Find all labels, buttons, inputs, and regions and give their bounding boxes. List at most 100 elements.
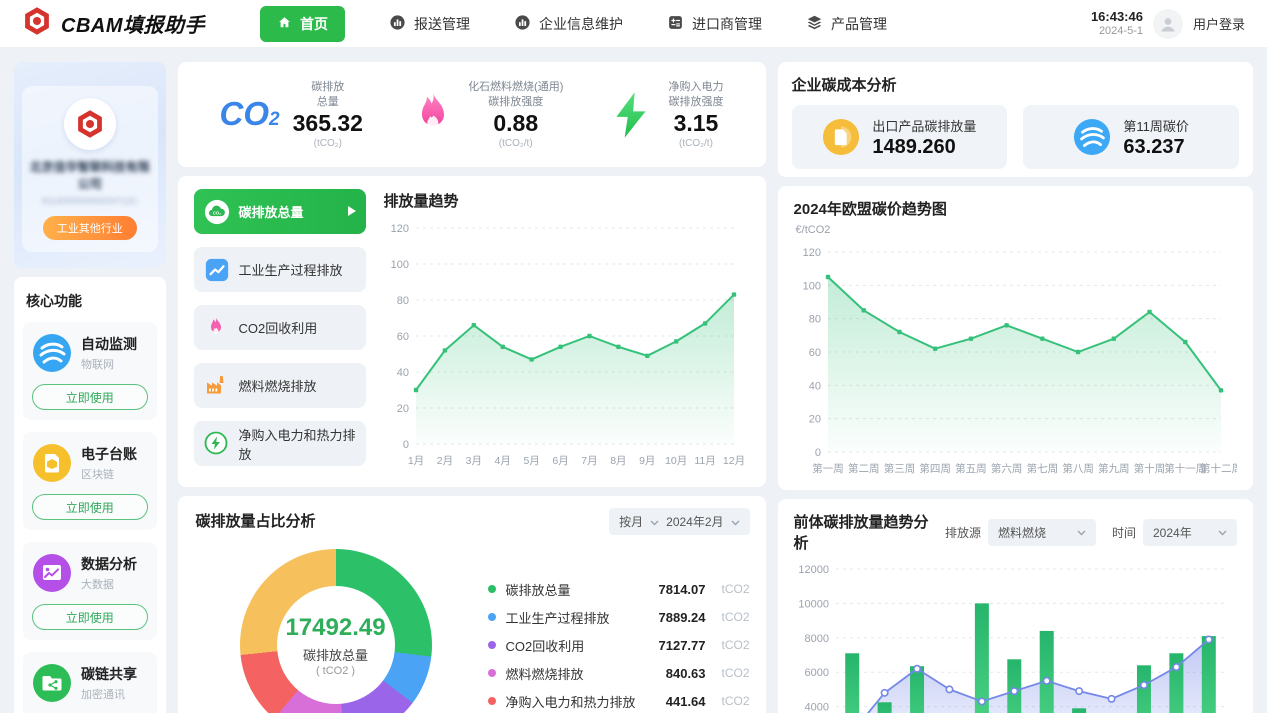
legend-item: 净购入电力和热力排放 441.64 tCO2 (487, 687, 750, 713)
main-nav: 首页 报送管理 企业信息维护 进口商管理 产品管理 (260, 5, 887, 42)
trend-chart-area: 排放量趋势 0 20 40 60 80 100 120 1月 2月 3月 4月 5月 6月 7月 8月 9月 1… (382, 189, 750, 474)
svg-text:0: 0 (814, 447, 820, 459)
emission-tabs: CO₂ 碳排放总量 工业生产过程排放 CO2回收利用 (193, 189, 366, 474)
calculator-icon (667, 14, 684, 34)
stat-fossil-intensity: 化石燃料燃烧(通用) 碳排放强度 0.88 (tCO₂/t) (411, 80, 563, 149)
company-name: 北京佳华智联科技有限公司 (29, 160, 150, 191)
emission-source-dropdown[interactable]: 燃料燃烧 (987, 518, 1096, 546)
legend-dot (487, 641, 496, 649)
nav-item-product-management[interactable]: 产品管理 (806, 14, 887, 34)
analytics-icon (32, 553, 72, 593)
svg-text:第一周: 第一周 (812, 462, 844, 475)
stat-unit: (tCO₂/t) (498, 137, 533, 149)
cost-value: 63.237 (1123, 135, 1185, 158)
tab-total-emission[interactable]: CO₂ 碳排放总量 (193, 189, 366, 234)
svg-text:7月: 7月 (581, 455, 597, 467)
chevron-down-icon (731, 515, 740, 529)
svg-text:12月: 12月 (722, 455, 744, 467)
svg-text:80: 80 (396, 295, 408, 307)
use-now-button[interactable]: 立即使用 (32, 494, 148, 520)
precursor-trend-panel: 前体碳排放量趋势分析 排放源 燃料燃烧 时间 2024年 4000 6000 (777, 499, 1253, 713)
chevron-down-icon (1218, 525, 1227, 539)
core-functions-title: 核心功能 (26, 293, 82, 309)
svg-text:4000: 4000 (804, 702, 828, 713)
svg-text:第十二周: 第十二周 (1200, 462, 1237, 475)
industry-badge: 工业其他行业 (42, 216, 137, 240)
cost-card-weekly-price: 第11周碳价 63.237 (1023, 105, 1240, 169)
tab-purchased-power[interactable]: 净购入电力和热力排放 (193, 421, 366, 466)
bar-chart-circle-icon (514, 14, 531, 34)
time-range-dropdown[interactable]: 2024年 (1143, 518, 1237, 546)
company-logo-icon (63, 98, 116, 150)
svg-text:40: 40 (808, 380, 820, 392)
svg-text:2月: 2月 (436, 455, 452, 467)
svg-text:3月: 3月 (465, 455, 481, 467)
carbon-cost-panel: 企业碳成本分析 出口产品碳排放量 1489.260 第 (777, 62, 1253, 177)
company-inner: 北京佳华智联科技有限公司 911400000000000712C 工业其他行业 (22, 86, 158, 252)
flame-icon (411, 90, 455, 140)
period-filter-dropdown[interactable]: 按月 2024年2月 (609, 508, 750, 535)
svg-text:第九周: 第九周 (1098, 462, 1130, 475)
cloud-co2-icon: CO₂ (204, 199, 230, 225)
ledger-icon (32, 443, 72, 483)
legend-item: 碳排放总量 7814.07 tCO2 (487, 575, 750, 603)
svg-text:第三周: 第三周 (883, 462, 915, 475)
tab-industrial-process[interactable]: 工业生产过程排放 (193, 247, 366, 292)
precursor-combo-chart: 4000 6000 8000 10000 12000 (798, 564, 1225, 713)
nav-item-report-management[interactable]: 报送管理 (389, 14, 470, 34)
svg-text:4月: 4月 (494, 455, 510, 467)
svg-text:6000: 6000 (804, 667, 828, 679)
bar-chart-circle-icon (389, 14, 406, 34)
line-chart-icon (204, 257, 230, 283)
user-login-link[interactable]: 用户登录 (1192, 17, 1245, 32)
svg-text:第五周: 第五周 (955, 462, 987, 475)
cost-panel-title: 企业碳成本分析 (791, 77, 897, 94)
app-title: CBAM填报助手 (61, 15, 205, 37)
nav-item-home[interactable]: 首页 (260, 5, 345, 42)
svg-text:第十周: 第十周 (1133, 462, 1165, 475)
nav-item-enterprise-info[interactable]: 企业信息维护 (514, 14, 623, 34)
donut-center: 17492.49 碳排放总量 ( tCO2 ) (276, 586, 395, 704)
svg-text:120: 120 (390, 223, 408, 235)
company-code: 911400000000000712C (41, 196, 138, 206)
core-functions-panel: 核心功能 自动监测 物联网 立即使用 (14, 277, 166, 713)
feature-card-ledger: 电子台账 区块链 立即使用 (23, 432, 157, 530)
share-icon (32, 663, 72, 703)
svg-text:第七周: 第七周 (1026, 462, 1058, 475)
feature-card-analytics: 数据分析 大数据 立即使用 (23, 542, 157, 640)
user-avatar[interactable] (1152, 8, 1183, 39)
precursor-panel-title: 前体碳排放量趋势分析 (793, 514, 929, 552)
svg-text:8月: 8月 (610, 455, 626, 467)
svg-text:1月: 1月 (407, 455, 423, 467)
svg-text:第八周: 第八周 (1062, 462, 1094, 475)
globe-icon (1073, 118, 1111, 156)
tab-co2-recovery[interactable]: CO2回收利用 (193, 305, 366, 350)
svg-text:CO₂: CO₂ (212, 210, 220, 215)
svg-text:10000: 10000 (798, 598, 829, 610)
bolt-circle-icon (204, 431, 230, 457)
nav-item-importer-management[interactable]: 进口商管理 (667, 14, 762, 34)
svg-text:9月: 9月 (639, 455, 655, 467)
legend-dot (487, 669, 496, 677)
pie-legend: 碳排放总量 7814.07 tCO2 工业生产过程排放 7889.24 tCO2… (487, 549, 750, 713)
legend-dot (487, 697, 496, 705)
use-now-button[interactable]: 立即使用 (32, 604, 148, 630)
eu-axis-unit: €/tCO2 (795, 224, 831, 236)
main-content: 北京佳华智联科技有限公司 911400000000000712C 工业其他行业 … (0, 48, 1267, 713)
stat-value: 3.15 (673, 110, 719, 137)
svg-text:60: 60 (396, 331, 408, 343)
svg-text:40: 40 (396, 367, 408, 379)
factory-icon (204, 373, 230, 399)
stat-unit: (tCO₂/t) (679, 137, 713, 149)
eu-price-chart: 020406080100120第一周 第二周 第三周 第四周 第五周 第六周 第七周 第八周第… (802, 247, 1241, 475)
use-now-button[interactable]: 立即使用 (32, 384, 148, 410)
globe-icon (32, 333, 72, 373)
donut-total-value: 17492.49 (285, 613, 386, 641)
brand: CBAM填报助手 (22, 6, 260, 41)
cost-value: 1489.260 (872, 135, 956, 158)
eu-panel-title: 2024年欧盟碳价趋势图 (793, 201, 947, 218)
svg-text:20: 20 (808, 414, 820, 426)
right-column: 企业碳成本分析 出口产品碳排放量 1489.260 第 (777, 62, 1253, 713)
svg-text:6月: 6月 (552, 455, 568, 467)
tab-fuel-combustion[interactable]: 燃料燃烧排放 (193, 363, 366, 408)
